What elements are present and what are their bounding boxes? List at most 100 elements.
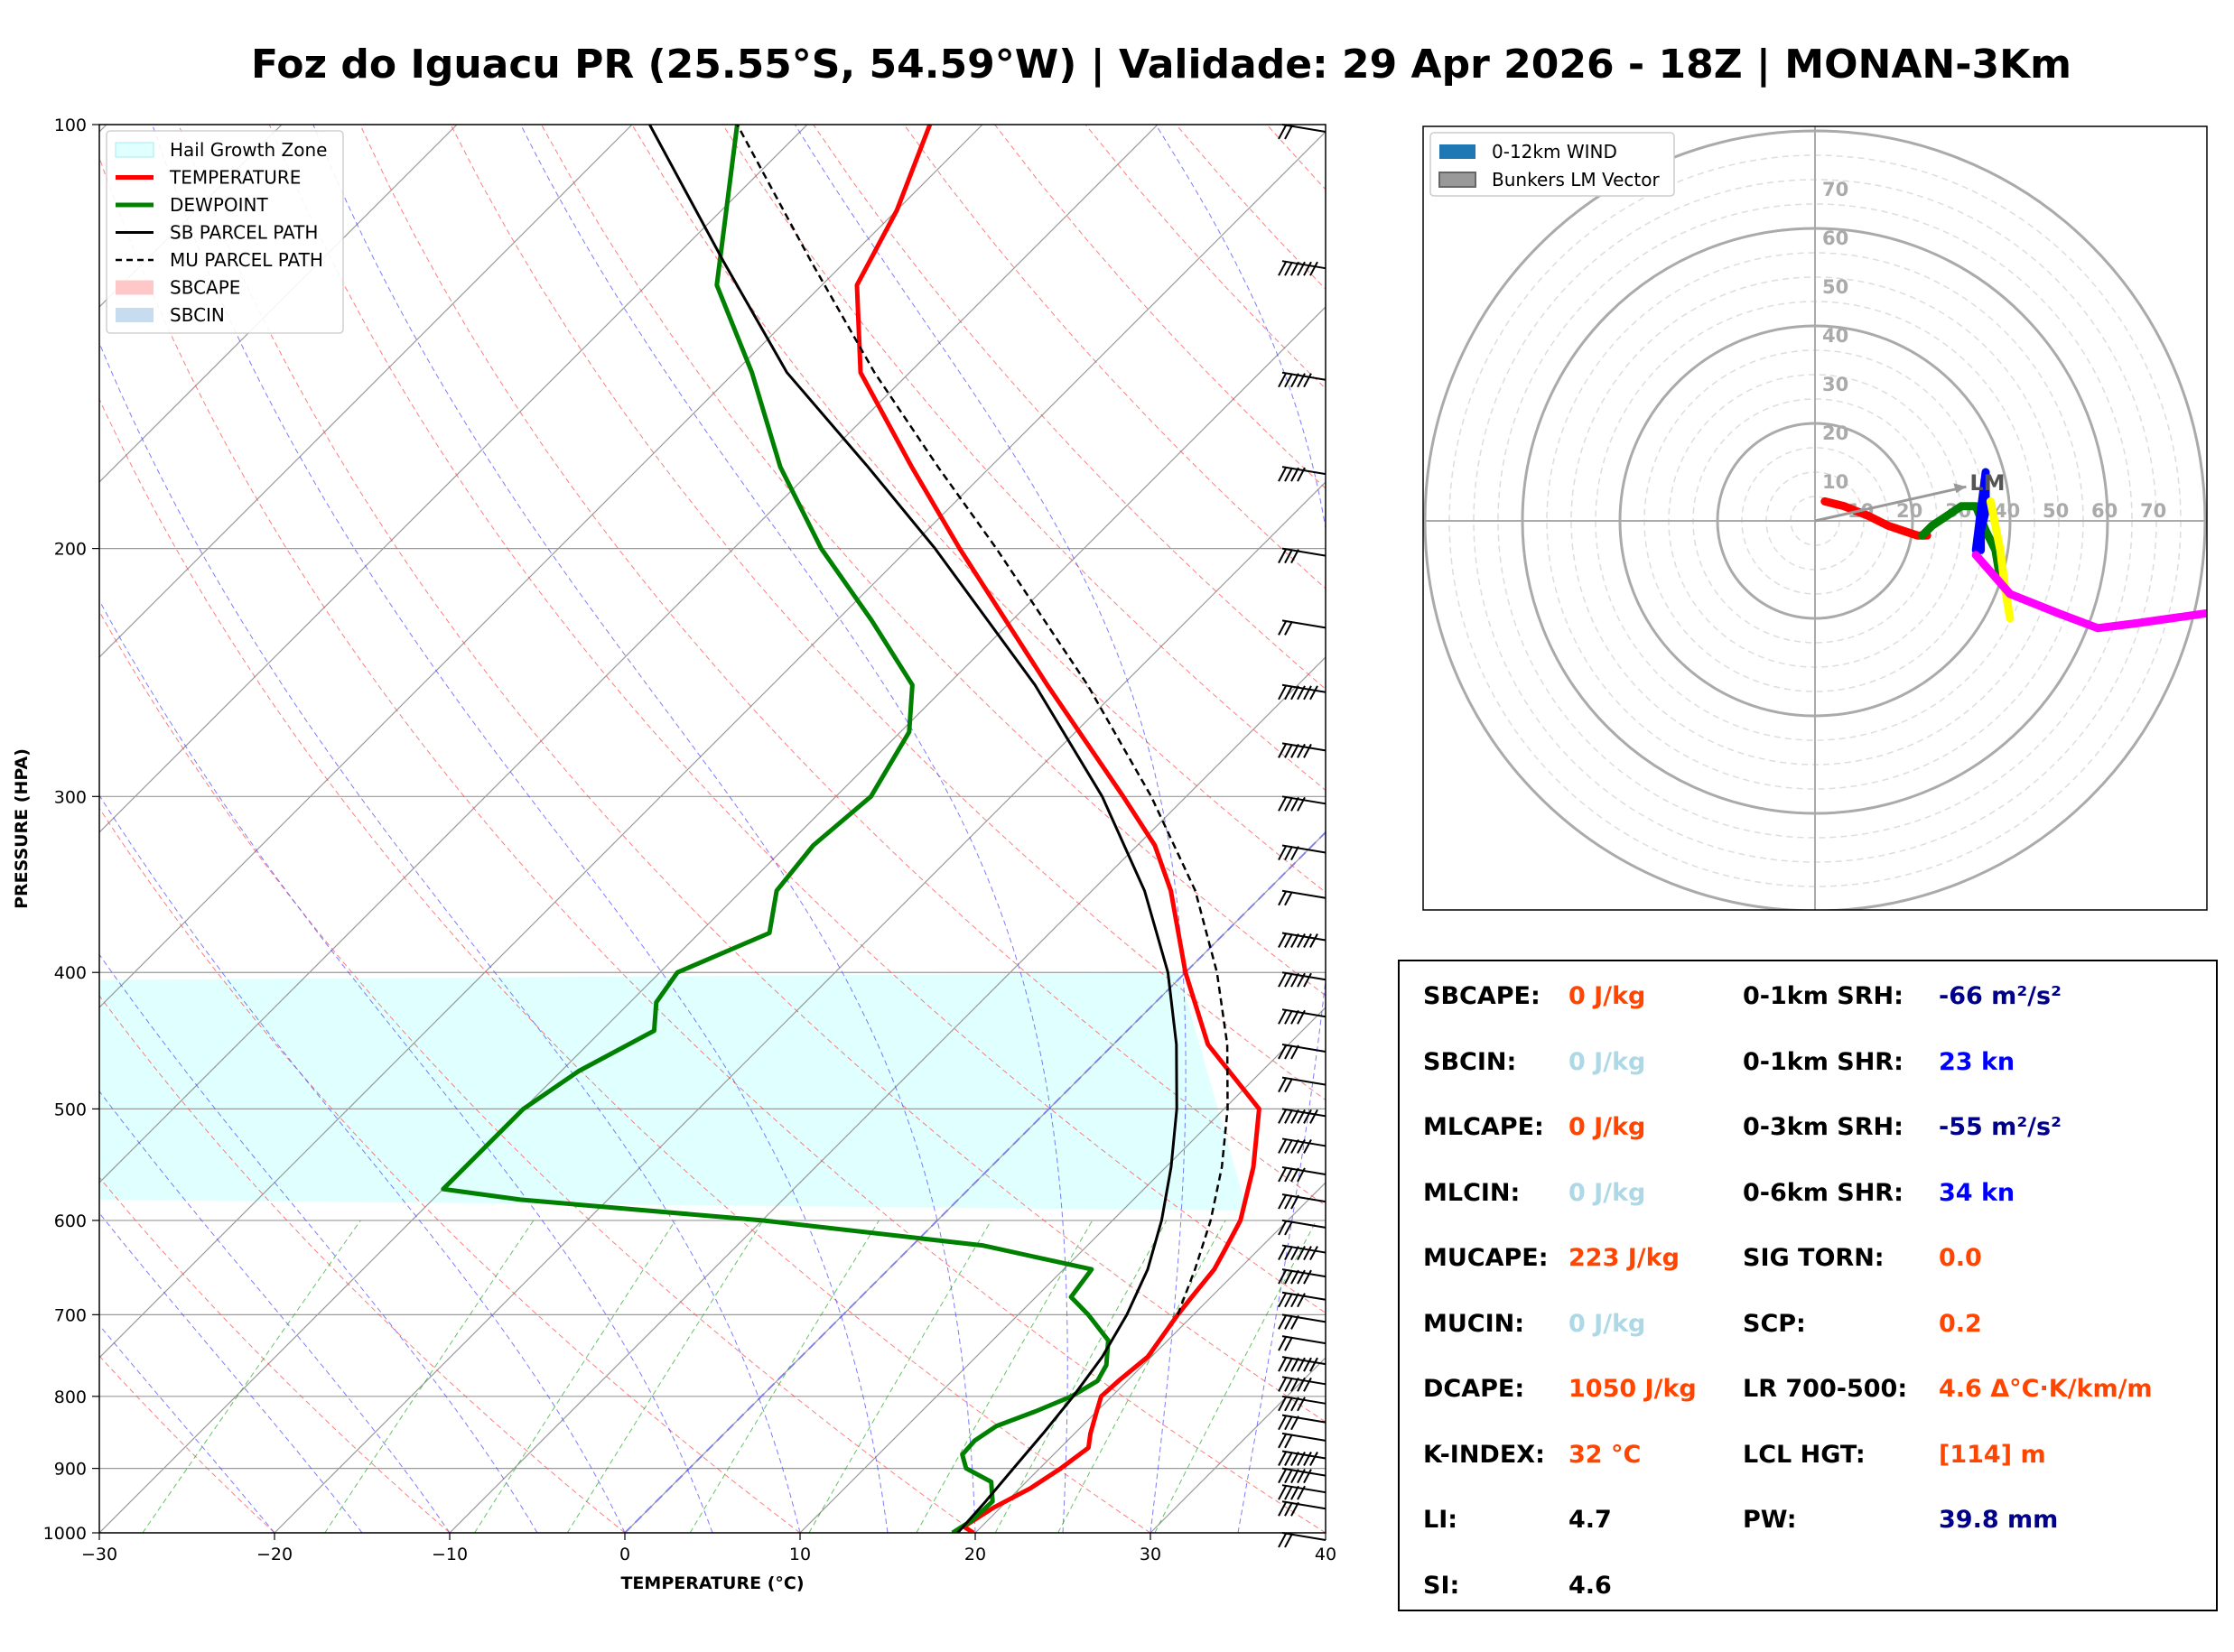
wind-barb-flag xyxy=(1303,1469,1312,1484)
wind-barb-flag xyxy=(1284,1397,1293,1412)
wind-barb-flag xyxy=(1290,1167,1299,1183)
index-label: SBCAPE: xyxy=(1423,982,1541,1010)
wind-barb-flag xyxy=(1284,1357,1293,1372)
index-label: 0-6km SHR: xyxy=(1743,1178,1904,1207)
wind-barb xyxy=(1278,1313,1326,1330)
wind-barb xyxy=(1278,889,1326,906)
index-label: DCAPE: xyxy=(1423,1375,1525,1403)
wind-barb-flag xyxy=(1284,1336,1293,1351)
wind-barb-flag xyxy=(1278,685,1287,701)
legend-label: SBCIN xyxy=(170,304,225,326)
wind-barb-flag xyxy=(1297,1357,1306,1372)
wind-barb-flag xyxy=(1278,1377,1287,1392)
wind-barb-flag xyxy=(1278,1469,1287,1484)
hodograph-ring-label: 70 xyxy=(2140,500,2166,522)
wind-barb-staff xyxy=(1281,1219,1326,1229)
wind-barb-flag xyxy=(1290,261,1299,276)
wind-barb xyxy=(1278,1414,1326,1431)
legend-label: 0-12km WIND xyxy=(1492,141,1617,162)
mixing-ratio-line xyxy=(808,1220,992,1533)
wind-barb-flag xyxy=(1278,796,1287,812)
y-axis-label: PRESSURE (HPA) xyxy=(12,748,32,909)
wind-barb-flag xyxy=(1278,1293,1287,1308)
wind-barb-staff xyxy=(1281,1044,1326,1053)
wind-barb-flag xyxy=(1297,1452,1306,1467)
index-label: SBCIN: xyxy=(1423,1047,1517,1076)
wind-barb-flag xyxy=(1284,846,1293,861)
moist-adiabat xyxy=(99,953,538,1533)
wind-barb-flag xyxy=(1297,972,1306,988)
wind-barb-flag xyxy=(1278,1357,1287,1372)
wind-barb xyxy=(1278,1484,1326,1500)
wind-barb-flag xyxy=(1284,743,1293,758)
wind-barb-staff xyxy=(1281,619,1326,629)
index-label: MUCAPE: xyxy=(1423,1244,1549,1272)
wind-barb-flag xyxy=(1303,972,1312,988)
wind-barb-staff xyxy=(1281,1500,1326,1510)
wind-barb-flag xyxy=(1297,1009,1306,1025)
wind-barb-flag xyxy=(1290,373,1299,388)
wind-barb-flag xyxy=(1290,1269,1299,1285)
index-value: 0 J/kg xyxy=(1568,982,1646,1010)
wind-barb-staff xyxy=(1281,1532,1326,1541)
wind-barb xyxy=(1278,683,1326,701)
wind-barb-flag xyxy=(1278,1501,1287,1517)
wind-barb xyxy=(1278,1165,1326,1183)
wind-barb-flag xyxy=(1297,1269,1306,1285)
moist-adiabat xyxy=(520,125,1068,1533)
wind-barb xyxy=(1278,1244,1326,1261)
wind-barb-flag xyxy=(1278,1452,1287,1467)
bunkers-lm-label: LM xyxy=(1969,470,2005,496)
wind-barb-staff xyxy=(1281,124,1326,133)
wind-barb-flag xyxy=(1290,1314,1299,1330)
y-tick-label: 900 xyxy=(54,1460,87,1480)
wind-barb-flag xyxy=(1284,373,1293,388)
wind-barb-flag xyxy=(1284,1415,1293,1431)
dry-adiabat xyxy=(99,610,976,1533)
wind-barb-flag xyxy=(1297,467,1306,482)
wind-barb-flag xyxy=(1297,933,1306,948)
y-tick-label: 800 xyxy=(54,1387,87,1407)
hodograph-ring-label: 20 xyxy=(1822,422,1848,444)
dry-adiabat xyxy=(359,125,1326,1207)
wind-barb-flag xyxy=(1284,1469,1293,1484)
isotherm-gridline xyxy=(99,125,283,308)
dry-adiabat xyxy=(178,125,1326,1423)
series-line-sb-parcel-path xyxy=(648,125,1178,1533)
wind-barb-flag xyxy=(1290,1377,1299,1392)
wind-barb-flag xyxy=(1284,1078,1293,1093)
legend-patch xyxy=(1438,172,1476,188)
wind-barb xyxy=(1278,1395,1326,1412)
hodograph-ring-label: 30 xyxy=(1822,374,1848,395)
legend-label: DEWPOINT xyxy=(170,194,268,216)
wind-barb-flag xyxy=(1278,891,1287,906)
skew-t-legend: Hail Growth Zone TEMPERATURE DEWPOINT SB PA… xyxy=(106,130,344,334)
wind-barb xyxy=(1278,1450,1326,1467)
x-axis-label: TEMPERATURE (°C) xyxy=(620,1573,804,1593)
index-label: LI: xyxy=(1423,1506,1458,1534)
index-label: 0-1km SRH: xyxy=(1743,982,1904,1010)
legend-patch xyxy=(115,142,154,158)
wind-barb-flag xyxy=(1278,933,1287,948)
isotherm-gridline xyxy=(274,481,1326,1533)
wind-barb-flag xyxy=(1284,1194,1293,1210)
wind-barb-flag xyxy=(1284,620,1293,636)
wind-barb-flag xyxy=(1284,1220,1293,1236)
isotherm-gridline xyxy=(974,1182,1326,1533)
wind-barb-flag xyxy=(1278,1246,1287,1261)
wind-barb-flag xyxy=(1284,1293,1293,1308)
wind-barb-flag xyxy=(1290,1109,1299,1124)
wind-barb xyxy=(1278,932,1326,948)
moist-adiabat xyxy=(794,125,1187,1533)
wind-barb-flag xyxy=(1303,933,1312,948)
hodograph-ring-label: 40 xyxy=(1994,500,2020,522)
isotherm-gridline xyxy=(99,131,1326,1359)
wind-barb-flag xyxy=(1309,933,1318,948)
index-value: 0.2 xyxy=(1939,1309,1982,1338)
wind-barb-flag xyxy=(1297,1109,1306,1124)
bunkers-lm-vector xyxy=(1814,485,1967,523)
wind-barb-flag xyxy=(1284,1434,1293,1449)
mixing-ratio-line xyxy=(566,1220,764,1533)
wind-barb-flag xyxy=(1278,620,1287,636)
